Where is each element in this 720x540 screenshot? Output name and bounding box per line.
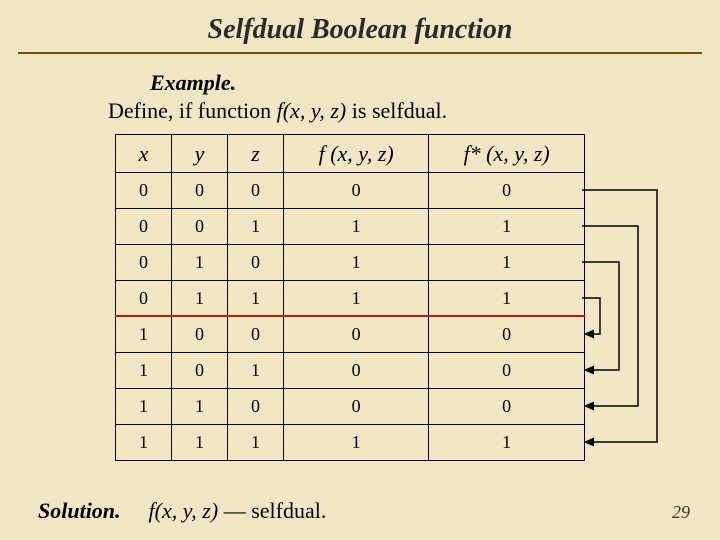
table-cell: 1 — [172, 389, 228, 425]
table-cell: 1 — [172, 425, 228, 461]
table-cell: 1 — [228, 353, 284, 389]
table-cell: 1 — [116, 389, 172, 425]
pairing-arrows — [582, 134, 720, 464]
table-cell: 1 — [228, 281, 284, 317]
table-cell: 1 — [172, 281, 228, 317]
table-cell: 0 — [429, 173, 585, 209]
example-label: Example. — [150, 70, 720, 96]
table-cell: 1 — [429, 245, 585, 281]
table-cell: 0 — [172, 209, 228, 245]
define-fn: f(x, y, z) — [277, 98, 347, 123]
table-cell: 0 — [429, 317, 585, 353]
solution-fn: f(x, y, z) — [149, 498, 219, 523]
table-cell: 1 — [429, 209, 585, 245]
table-row: 11000 — [116, 389, 585, 425]
col-fstar: f* (x, y, z) — [429, 135, 585, 173]
table-cell: 0 — [172, 317, 228, 353]
page-title: Selfdual Boolean function — [18, 0, 702, 54]
table-cell: 1 — [116, 353, 172, 389]
table-cell: 1 — [228, 209, 284, 245]
col-z: z — [228, 135, 284, 173]
table-cell: 1 — [284, 425, 429, 461]
table-row: 01111 — [116, 281, 585, 317]
table-cell: 0 — [284, 317, 429, 353]
table-row: 11111 — [116, 425, 585, 461]
table-cell: 1 — [284, 245, 429, 281]
col-x: x — [116, 135, 172, 173]
table-cell: 0 — [284, 173, 429, 209]
table-cell: 0 — [228, 173, 284, 209]
table-cell: 0 — [228, 389, 284, 425]
table-cell: 1 — [228, 425, 284, 461]
table-cell: 0 — [116, 173, 172, 209]
solution-label: Solution. — [38, 498, 121, 523]
define-line: Define, if function f(x, y, z) is selfdu… — [108, 98, 720, 124]
page-number: 29 — [672, 502, 690, 523]
table-row: 00000 — [116, 173, 585, 209]
truth-table-wrap: x y z f (x, y, z) f* (x, y, z) 000000011… — [115, 134, 585, 461]
table-cell: 1 — [116, 317, 172, 353]
table-cell: 1 — [429, 281, 585, 317]
mid-separator — [115, 315, 585, 317]
table-cell: 0 — [116, 209, 172, 245]
define-suffix: is selfdual. — [346, 98, 447, 123]
table-row: 10100 — [116, 353, 585, 389]
table-header-row: x y z f (x, y, z) f* (x, y, z) — [116, 135, 585, 173]
define-prefix: Define, if function — [108, 98, 277, 123]
table-cell: 1 — [172, 245, 228, 281]
solution-text: f(x, y, z) — selfdual. — [127, 498, 327, 523]
table-cell: 0 — [172, 353, 228, 389]
table-cell: 1 — [284, 281, 429, 317]
table-row: 10000 — [116, 317, 585, 353]
table-cell: 1 — [284, 209, 429, 245]
solution-row: Solution. f(x, y, z) — selfdual. 29 — [38, 498, 690, 524]
table-cell: 0 — [228, 245, 284, 281]
table-row: 00111 — [116, 209, 585, 245]
solution-rest: — selfdual. — [218, 498, 326, 523]
table-cell: 0 — [284, 389, 429, 425]
table-cell: 1 — [429, 425, 585, 461]
table-row: 01011 — [116, 245, 585, 281]
table-cell: 0 — [116, 281, 172, 317]
table-cell: 0 — [116, 245, 172, 281]
table-cell: 0 — [228, 317, 284, 353]
col-y: y — [172, 135, 228, 173]
truth-table: x y z f (x, y, z) f* (x, y, z) 000000011… — [115, 134, 585, 461]
table-cell: 0 — [172, 173, 228, 209]
table-cell: 0 — [429, 389, 585, 425]
table-cell: 0 — [429, 353, 585, 389]
col-f: f (x, y, z) — [284, 135, 429, 173]
table-cell: 0 — [284, 353, 429, 389]
table-cell: 1 — [116, 425, 172, 461]
